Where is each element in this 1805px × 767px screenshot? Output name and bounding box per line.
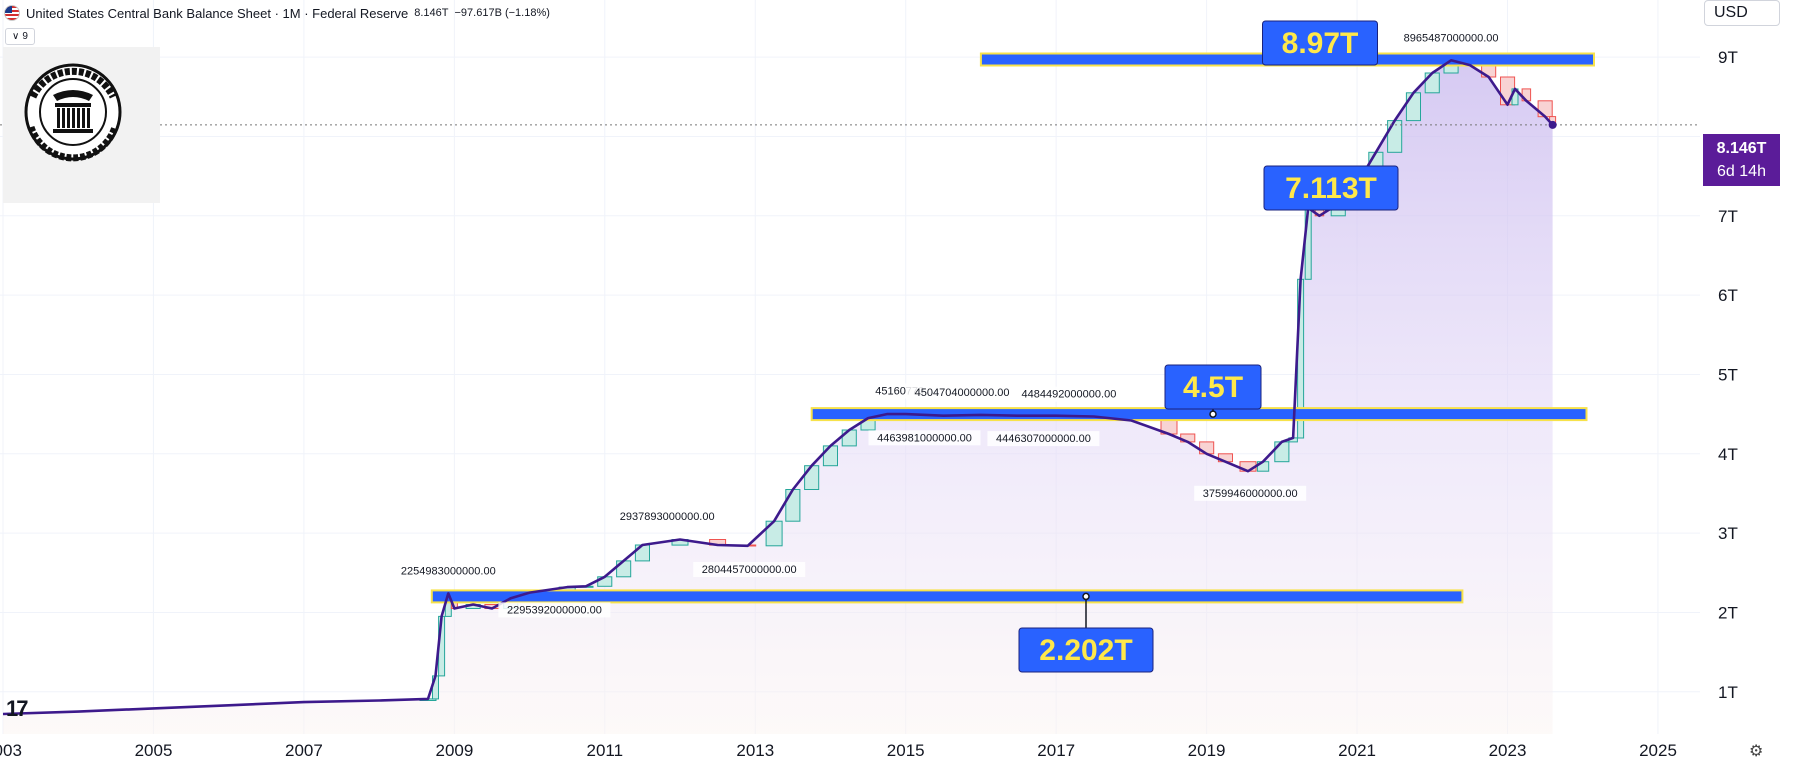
- x-tick-label: 2021: [1338, 741, 1376, 760]
- x-tick-label: 2017: [1037, 741, 1075, 760]
- y-tick-label: 6T: [1718, 286, 1738, 305]
- x-tick-label: 2003: [0, 741, 22, 760]
- callout-box[interactable]: [1018, 627, 1154, 673]
- symbol-title[interactable]: United States Central Bank Balance Sheet…: [26, 5, 409, 21]
- candle-up: [1424, 72, 1440, 94]
- series-area: [3, 60, 1553, 735]
- candle-up: [841, 429, 857, 447]
- candle-up: [634, 544, 651, 562]
- level-zone[interactable]: [430, 589, 1464, 604]
- data-label-bg: [868, 430, 981, 446]
- indicators-collapse-button[interactable]: ∨ 9: [5, 28, 35, 45]
- callout-box[interactable]: [1262, 20, 1378, 66]
- logo-panel: [3, 47, 160, 203]
- y-tick-label: 2T: [1718, 604, 1738, 623]
- callouts-group: 8.97T 4.5T 2.202T 7.113T: [1018, 20, 1399, 673]
- x-tick-label: 2007: [285, 741, 323, 760]
- gear-icon[interactable]: ⚙: [1749, 743, 1764, 760]
- zones-group: [430, 52, 1595, 604]
- callout-anchor: [1082, 592, 1090, 601]
- data-label-bg: [498, 602, 611, 618]
- data-label-bg: [987, 431, 1100, 447]
- callout-label: 4.5T: [1183, 371, 1243, 404]
- series-line: [2, 59, 1554, 716]
- federal-reserve-seal-icon: [24, 63, 122, 162]
- last-price-badge: 8.146T 6d 14h: [1703, 134, 1780, 186]
- y-tick-label: 9T: [1718, 48, 1738, 67]
- data-label: 4504704000000.00: [915, 387, 1010, 399]
- data-label: 2804457000000.00: [702, 564, 797, 576]
- indicator-count: 9: [22, 31, 28, 42]
- x-tick-label: 2025: [1639, 741, 1677, 760]
- data-label: 2937893000000.00: [620, 511, 715, 523]
- candle-up: [785, 489, 801, 522]
- x-tick-label: 2019: [1188, 741, 1226, 760]
- x-tick-label: 2013: [736, 741, 774, 760]
- candle-up: [1387, 120, 1403, 153]
- data-label: 2295392000000.00: [507, 604, 602, 616]
- x-tick-label: 2009: [435, 741, 473, 760]
- currency-selector[interactable]: USD: [1704, 0, 1780, 26]
- candle-up: [1274, 441, 1290, 463]
- y-axis: 1T 2T 3T 4T 5T 6T 7T 9T: [1718, 48, 1738, 702]
- data-label-bg: [1194, 485, 1307, 501]
- x-tick-label: 2015: [887, 741, 925, 760]
- chevron-down-icon: ∨: [12, 31, 20, 42]
- data-label: 2254983000000.00: [401, 566, 496, 578]
- candle-up: [822, 445, 839, 467]
- y-tick-label: 3T: [1718, 524, 1738, 543]
- data-label: 3759946000000.00: [1203, 488, 1298, 500]
- callout-label: 7.113T: [1285, 172, 1377, 205]
- candle-up: [1405, 92, 1422, 122]
- chart-header: United States Central Bank Balance Sheet…: [4, 3, 550, 23]
- candle-up: [804, 465, 820, 491]
- us-flag-icon: [4, 5, 20, 21]
- last-price-dot: [1548, 120, 1557, 129]
- last-price-value: 8.146T: [1716, 140, 1767, 157]
- x-tick-label: 2023: [1489, 741, 1527, 760]
- x-tick-label: 2005: [135, 741, 173, 760]
- last-value: 8.146T: [414, 7, 449, 19]
- data-labels-group: 2254983000000.00 2295392000000.00 29378930…: [392, 30, 1508, 618]
- data-label: 4463981000000.00: [877, 432, 972, 444]
- callout-anchor: [1209, 410, 1217, 418]
- y-tick-label: 1T: [1718, 683, 1738, 702]
- x-axis: 2003 2005 2007 2009 2011 2013 2015 2017 2019 2021…: [0, 741, 1677, 760]
- change-value: −97.617B (−1.18%): [454, 7, 550, 19]
- candle-up: [616, 560, 632, 578]
- x-tick-label: 2011: [587, 741, 624, 760]
- callout-label: 2.202T: [1039, 634, 1132, 667]
- y-tick-label: 5T: [1718, 366, 1738, 385]
- data-label: 4484492000000.00: [1021, 389, 1116, 401]
- callout-box[interactable]: [1263, 165, 1399, 211]
- data-label-bg: [693, 562, 806, 577]
- data-label-bg: [1395, 30, 1508, 46]
- data-label-bg: [611, 508, 724, 524]
- candle-down: [1537, 100, 1553, 118]
- data-label-bg: [906, 385, 1019, 401]
- data-label: 4446307000000.00: [996, 433, 1091, 445]
- data-label-bg: [1012, 386, 1125, 402]
- callout-box[interactable]: [1164, 364, 1262, 410]
- y-tick-label: 4T: [1718, 445, 1738, 464]
- callout-label: 8.97T: [1282, 27, 1359, 60]
- data-label-bg: [392, 563, 505, 579]
- tradingview-logo-icon[interactable]: 17: [6, 696, 29, 721]
- y-tick-label: 7T: [1718, 207, 1738, 226]
- bar-countdown: 6d 14h: [1717, 163, 1766, 180]
- data-label: 8965487000000.00: [1404, 33, 1499, 45]
